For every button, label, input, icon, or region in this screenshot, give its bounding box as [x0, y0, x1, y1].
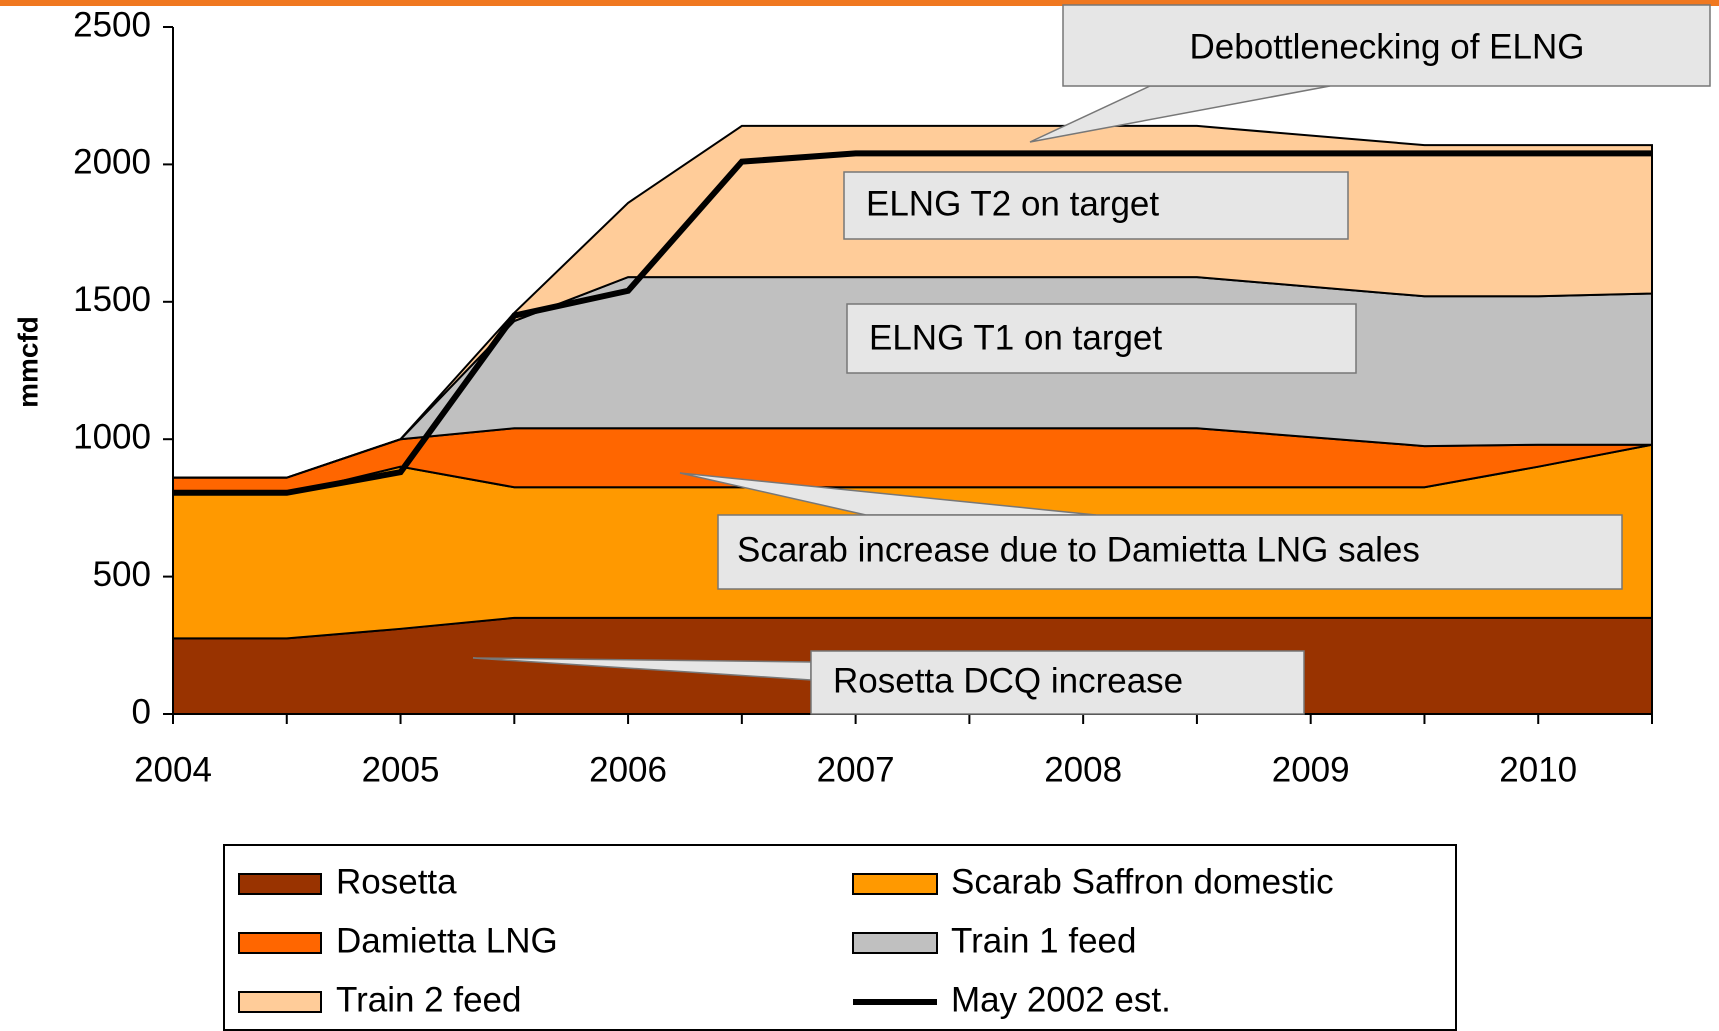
annotation: Debottlenecking of ELNG [1190, 27, 1585, 66]
legend-label: Damietta LNG [336, 921, 558, 960]
callout-box [846, 303, 1357, 374]
annotations: Debottlenecking of ELNG ELNG T2 on target… [472, 4, 1711, 715]
x-tick-label: 2005 [362, 750, 440, 789]
legend-swatch [238, 932, 322, 954]
legend-label: Rosetta [336, 862, 457, 901]
callout-box [717, 514, 1623, 590]
y-tick-label: 0 [132, 692, 151, 731]
legend-label: Train 2 feed [336, 980, 521, 1019]
x-tick-label: 2004 [134, 750, 212, 789]
callout-box [843, 171, 1349, 240]
y-axis-label: mmcfd [12, 316, 43, 408]
legend-box [223, 844, 1457, 1031]
legend-swatch [852, 932, 938, 954]
line [173, 150, 1652, 496]
x-tick-label: 2008 [1044, 750, 1122, 789]
annotation: Scarab increase due to Damietta LNG sale… [737, 530, 1420, 569]
y-tick-label: 500 [93, 555, 151, 594]
y-tick-label: 1000 [73, 417, 151, 456]
legend-swatch [238, 873, 322, 895]
legend-swatch [852, 873, 938, 895]
legend-label: Scarab Saffron domestic [951, 862, 1334, 901]
legend-label: Train 1 feed [951, 921, 1136, 960]
y-tick-label: 1500 [73, 280, 151, 319]
top-bar [0, 0, 1719, 6]
annotation: Rosetta DCQ increase [833, 661, 1183, 700]
callout-box [810, 650, 1305, 715]
x-tick-label: 2007 [817, 750, 895, 789]
annotation: ELNG T1 on target [869, 318, 1162, 357]
x-tick-label: 2009 [1272, 750, 1350, 789]
x-tick-label: 2006 [589, 750, 667, 789]
annotation: ELNG T2 on target [866, 184, 1159, 223]
x-tick-label: 2010 [1499, 750, 1577, 789]
callout-box [1062, 4, 1711, 87]
legend: Rosetta Scarab Saffron domestic Damietta L… [238, 862, 1334, 1019]
y-tick-label: 2000 [73, 143, 151, 182]
legend-swatch [238, 991, 322, 1013]
y-tick-label: 2500 [73, 5, 151, 44]
legend-label: May 2002 est. [951, 980, 1171, 1019]
